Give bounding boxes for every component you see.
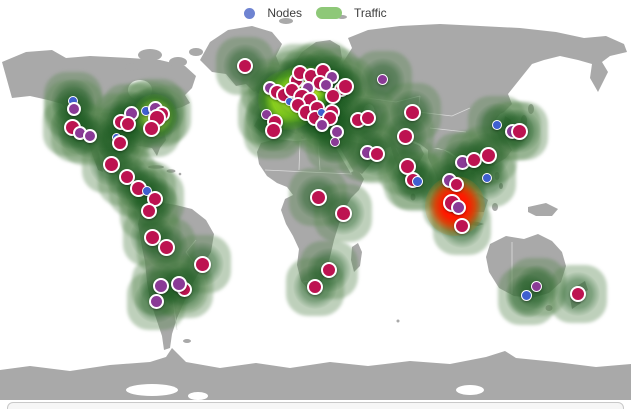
map-legend: Nodes Traffic bbox=[0, 6, 631, 20]
map-node[interactable] bbox=[531, 281, 542, 292]
map-node[interactable] bbox=[153, 278, 169, 294]
map-node[interactable] bbox=[102, 155, 120, 173]
timeline-scrollbar[interactable] bbox=[7, 402, 624, 409]
traffic-legend-icon bbox=[316, 7, 342, 19]
map-node[interactable] bbox=[334, 204, 352, 222]
node-legend-icon bbox=[244, 7, 256, 19]
map-node[interactable] bbox=[264, 121, 282, 139]
map-node[interactable] bbox=[120, 116, 136, 132]
map-node[interactable] bbox=[148, 293, 164, 309]
map-node[interactable] bbox=[193, 255, 211, 273]
map-node[interactable] bbox=[396, 127, 414, 145]
legend-traffic-label: Traffic bbox=[354, 6, 387, 20]
map-node[interactable] bbox=[491, 119, 502, 130]
map-node[interactable] bbox=[377, 74, 388, 85]
map-node[interactable] bbox=[336, 77, 354, 95]
map-node[interactable] bbox=[171, 276, 187, 292]
map-node[interactable] bbox=[83, 129, 97, 143]
map-node[interactable] bbox=[510, 122, 528, 140]
map-node[interactable] bbox=[481, 172, 492, 183]
madagascar bbox=[351, 243, 362, 272]
map-node[interactable] bbox=[369, 146, 385, 162]
map-node[interactable] bbox=[142, 119, 160, 137]
map-node[interactable] bbox=[307, 279, 323, 295]
map-node[interactable] bbox=[309, 188, 327, 206]
map-node[interactable] bbox=[570, 286, 586, 302]
map-node[interactable] bbox=[141, 203, 157, 219]
map-node[interactable] bbox=[329, 136, 340, 147]
map-node[interactable] bbox=[360, 110, 376, 126]
legend-item-traffic[interactable]: Traffic bbox=[316, 6, 387, 20]
legend-nodes-label: Nodes bbox=[267, 6, 302, 20]
map-node[interactable] bbox=[412, 176, 423, 187]
map-node[interactable] bbox=[157, 238, 175, 256]
map-node[interactable] bbox=[321, 262, 337, 278]
map-node[interactable] bbox=[479, 146, 497, 164]
legend-item-nodes[interactable]: Nodes bbox=[244, 6, 302, 20]
map-node[interactable] bbox=[521, 290, 532, 301]
map-node[interactable] bbox=[403, 103, 421, 121]
map-node[interactable] bbox=[112, 135, 128, 151]
map-node[interactable] bbox=[448, 176, 464, 192]
map-node[interactable] bbox=[450, 199, 466, 215]
map-node[interactable] bbox=[67, 102, 81, 116]
map-node[interactable] bbox=[454, 218, 470, 234]
map-node[interactable] bbox=[237, 58, 253, 74]
map-node[interactable] bbox=[315, 118, 329, 132]
